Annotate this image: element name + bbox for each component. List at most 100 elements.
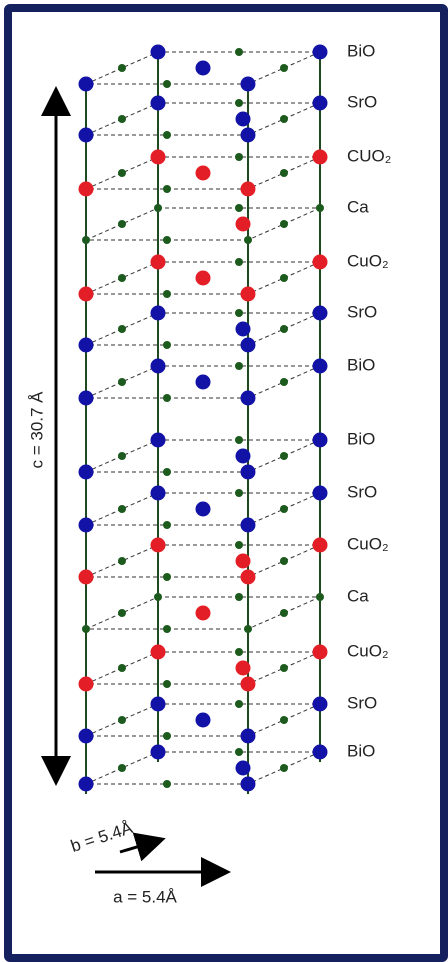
atom <box>235 760 251 776</box>
oxygen <box>163 341 171 349</box>
bond <box>85 492 159 526</box>
b-arrow <box>119 832 166 862</box>
oxygen <box>118 452 126 460</box>
oxygen <box>280 325 288 333</box>
oxygen <box>280 557 288 565</box>
oxygen <box>118 764 126 772</box>
bond <box>247 365 321 399</box>
atom <box>312 644 328 660</box>
oxygen <box>118 609 126 617</box>
oxygen <box>280 169 288 177</box>
bond <box>247 703 321 737</box>
layer-label: SrO <box>347 693 377 712</box>
oxygen <box>280 505 288 513</box>
bond <box>247 102 321 136</box>
atom <box>195 165 211 181</box>
atom <box>150 358 166 374</box>
oxygen <box>280 220 288 228</box>
oxygen <box>118 664 126 672</box>
atom <box>312 95 328 111</box>
atom <box>150 432 166 448</box>
atom <box>240 728 256 744</box>
oxygen <box>163 573 171 581</box>
atom <box>235 216 251 232</box>
atom <box>312 537 328 553</box>
bond <box>85 596 159 630</box>
atom <box>312 149 328 165</box>
oxygen <box>118 274 126 282</box>
oxygen <box>235 362 243 370</box>
bond <box>247 439 321 473</box>
atom <box>312 432 328 448</box>
atom <box>78 517 94 533</box>
atom <box>240 390 256 406</box>
bond <box>247 544 321 578</box>
bond <box>247 261 321 295</box>
oxygen <box>280 764 288 772</box>
bond <box>85 261 159 295</box>
bond <box>247 596 321 630</box>
oxygen <box>118 378 126 386</box>
atom <box>240 464 256 480</box>
oxygen <box>235 99 243 107</box>
layer-label: CuO₂ <box>347 641 389 660</box>
bond <box>85 312 159 346</box>
oxygen <box>235 593 243 601</box>
oxygen <box>163 131 171 139</box>
atom <box>78 728 94 744</box>
atom <box>312 485 328 501</box>
bond <box>85 102 159 136</box>
atom <box>316 593 324 601</box>
oxygen <box>163 80 171 88</box>
atom <box>150 644 166 660</box>
bond <box>85 156 159 190</box>
oxygen <box>235 648 243 656</box>
atom <box>235 660 251 676</box>
atom <box>150 254 166 270</box>
c-label: c = 30.7 Å <box>27 391 46 469</box>
atom <box>150 696 166 712</box>
atom <box>240 181 256 197</box>
layer-label: SrO <box>347 302 377 321</box>
oxygen <box>235 153 243 161</box>
bond <box>247 492 321 526</box>
bond <box>85 207 159 241</box>
atom <box>240 337 256 353</box>
oxygen <box>235 489 243 497</box>
oxygen <box>163 394 171 402</box>
oxygen <box>235 700 243 708</box>
atom <box>82 236 90 244</box>
atom <box>240 517 256 533</box>
atom <box>78 390 94 406</box>
bond <box>85 651 159 685</box>
atom <box>235 448 251 464</box>
atom <box>240 286 256 302</box>
oxygen <box>163 625 171 633</box>
atom <box>312 696 328 712</box>
oxygen <box>118 169 126 177</box>
atom <box>316 204 324 212</box>
atom <box>240 127 256 143</box>
oxygen <box>118 115 126 123</box>
atom <box>78 181 94 197</box>
layer-label: SrO <box>347 92 377 111</box>
bond <box>247 156 321 190</box>
oxygen <box>118 716 126 724</box>
bond <box>85 51 159 85</box>
atom <box>240 76 256 92</box>
oxygen <box>280 64 288 72</box>
atom <box>195 712 211 728</box>
atom <box>235 553 251 569</box>
atom <box>312 254 328 270</box>
atom <box>150 44 166 60</box>
atom <box>150 744 166 760</box>
atom <box>150 537 166 553</box>
layer-label: BiO <box>347 41 375 60</box>
oxygen <box>235 436 243 444</box>
bond <box>85 365 159 399</box>
atom <box>150 149 166 165</box>
oxygen <box>280 664 288 672</box>
atom <box>78 337 94 353</box>
bond <box>247 312 321 346</box>
